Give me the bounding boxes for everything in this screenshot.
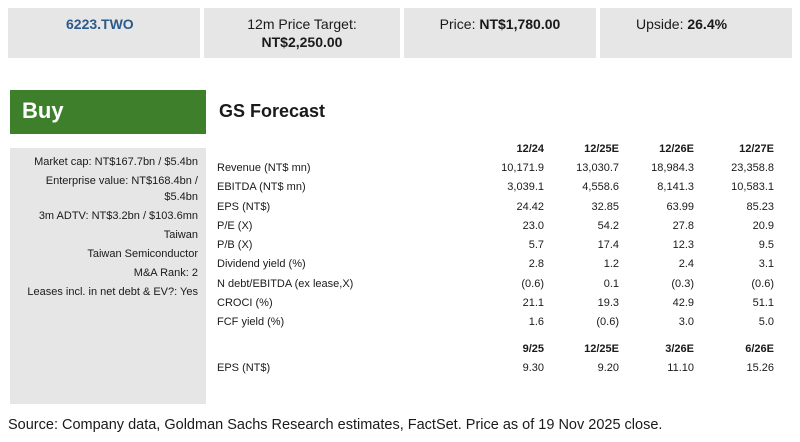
cell: 3.1 [758,258,774,271]
industry: Taiwan Semiconductor [87,248,198,260]
cell: 54.2 [597,219,619,232]
cell: 85.23 [746,200,774,213]
cell: 5.7 [528,239,544,252]
row-label: P/E (X) [217,219,253,232]
quarterly-header-row: 9/25 12/25E 3/26E 6/26E [217,339,774,359]
row-label: Dividend yield (%) [217,258,306,271]
cell: 8,141.3 [657,181,694,194]
cell: 5.0 [758,316,774,329]
table-row: P/B (X) 5.7 17.4 12.3 9.5 [217,235,774,254]
col-header: 12/25E [584,142,619,155]
table-row: Revenue (NT$ mn) 10,171.9 13,030.7 18,98… [217,158,774,177]
row-label: N debt/EBITDA (ex lease,X) [217,277,354,290]
cell: (0.6) [596,316,619,329]
market-cap: Market cap: NT$167.7bn / $5.4bn [34,156,198,168]
cell: 13,030.7 [576,161,619,174]
price-target-value: NT$2,250.00 [261,34,343,50]
col-header: 9/25 [522,342,544,355]
cell: 2.4 [678,258,694,271]
column-divider [211,90,212,404]
col-header: 12/24 [516,142,544,155]
rating-badge: Buy [10,90,206,134]
row-label: P/B (X) [217,239,253,252]
cell: 19.3 [597,297,619,310]
cell: 27.8 [672,219,694,232]
leases-note: Leases incl. in net debt & EV?: Yes [27,286,198,298]
table-row: N debt/EBITDA (ex lease,X) (0.6) 0.1 (0.… [217,274,774,293]
header-blank [217,339,469,359]
forecast-title: GS Forecast [219,101,326,121]
upside-cell: Upside: 26.4% [600,8,792,58]
cell: 3,039.1 [507,181,544,194]
cell: 0.1 [603,277,619,290]
enterprise-value: Enterprise value: NT$168.4bn / $5.4bn [45,175,198,203]
cell: (0.6) [751,277,774,290]
price-target-label: 12m Price Target: [247,16,357,32]
price-target-cell: 12m Price Target: NT$2,250.00 [204,8,400,58]
table-row: EPS (NT$) 9.30 9.20 11.10 15.26 [217,359,774,379]
cell: 9.20 [597,362,619,375]
cell: 42.9 [672,297,694,310]
cell: 9.30 [522,362,544,375]
cell: (0.6) [521,277,544,290]
header-strip: 6223.TWO 12m Price Target: NT$2,250.00 P… [8,8,792,58]
cell: (0.3) [671,277,694,290]
col-header: 12/25E [584,342,619,355]
cell: 15.26 [746,362,774,375]
source-note: Source: Company data, Goldman Sachs Rese… [8,417,663,433]
cell: 1.6 [528,316,544,329]
table-row: EBITDA (NT$ mn) 3,039.1 4,558.6 8,141.3 … [217,178,774,197]
col-header: 6/26E [745,342,774,355]
cell: 24.42 [516,200,544,213]
price-cell: Price: NT$1,780.00 [404,8,596,58]
quarterly-table: 9/25 12/25E 3/26E 6/26E EPS (NT$) 9.30 9… [217,339,774,378]
company-info-panel: Market cap: NT$167.7bn / $5.4bn Enterpri… [10,148,206,404]
price-label: Price: [439,16,476,32]
cell: 21.1 [522,297,544,310]
cell: 11.10 [667,362,694,375]
cell: 10,583.1 [731,181,774,194]
col-header: 12/26E [659,142,694,155]
table-row: FCF yield (%) 1.6 (0.6) 3.0 5.0 [217,313,774,332]
cell: 18,984.3 [651,161,694,174]
upside-value: 26.4% [687,16,728,32]
cell: 63.99 [666,200,694,213]
table-row: Dividend yield (%) 2.8 1.2 2.4 3.1 [217,255,774,274]
cell: 10,171.9 [501,161,544,174]
row-label: Revenue (NT$ mn) [217,161,311,174]
adtv: 3m ADTV: NT$3.2bn / $103.6mn [38,210,198,222]
table-row: P/E (X) 23.0 54.2 27.8 20.9 [217,216,774,235]
row-label: EPS (NT$) [217,362,271,375]
cell: 1.2 [603,258,619,271]
region: Taiwan [163,229,198,241]
cell: 51.1 [752,297,774,310]
header-blank [217,139,469,158]
col-header: 3/26E [665,342,694,355]
ticker-cell: 6223.TWO [8,8,200,58]
cell: 12.3 [672,239,694,252]
row-label: CROCI (%) [217,297,273,310]
row-label: FCF yield (%) [217,316,285,329]
upside-label: Upside: [636,16,684,32]
row-label: EBITDA (NT$ mn) [217,181,306,194]
cell: 4,558.6 [582,181,619,194]
price-value: NT$1,780.00 [479,16,561,32]
col-header: 12/27E [739,142,774,155]
forecast-header-row: 12/24 12/25E 12/26E 12/27E [217,139,774,158]
table-row: EPS (NT$) 24.42 32.85 63.99 85.23 [217,197,774,216]
ticker[interactable]: 6223.TWO [66,16,134,32]
table-row: CROCI (%) 21.1 19.3 42.9 51.1 [217,293,774,312]
cell: 32.85 [591,200,619,213]
cell: 20.9 [752,219,774,232]
cell: 3.0 [678,316,694,329]
cell: 2.8 [528,258,544,271]
cell: 23.0 [522,219,544,232]
ma-rank: M&A Rank: 2 [133,267,198,279]
cell: 23,358.8 [731,161,774,174]
cell: 17.4 [597,239,619,252]
forecast-table: 12/24 12/25E 12/26E 12/27E Revenue (NT$ … [217,139,774,332]
cell: 9.5 [758,239,774,252]
row-label: EPS (NT$) [217,200,271,213]
